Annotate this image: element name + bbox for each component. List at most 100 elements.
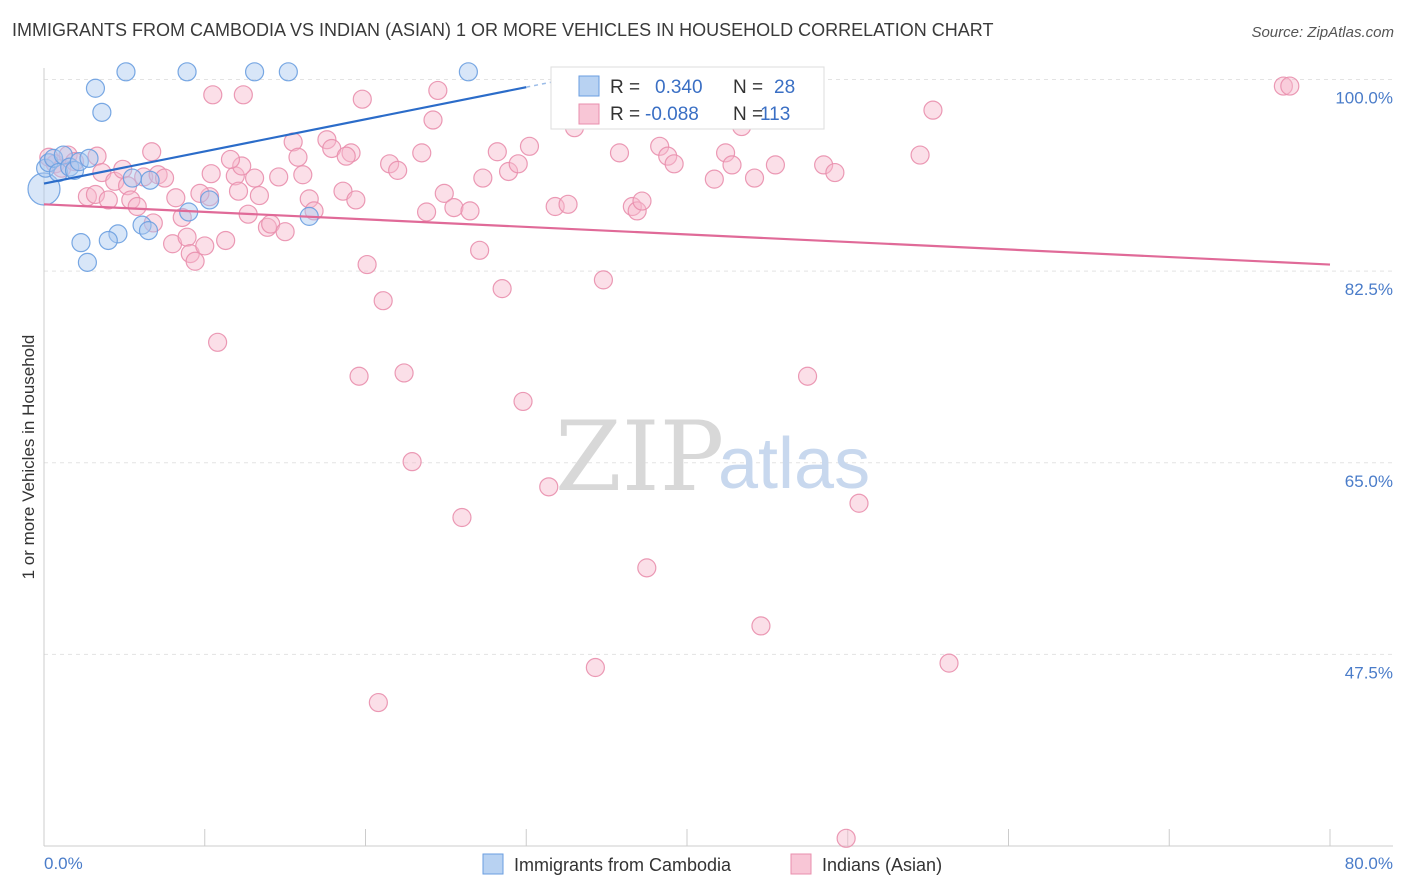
- indians-point-27: [201, 164, 221, 184]
- cambodia-trend-line: [43, 86, 527, 185]
- indians-point-32: [228, 181, 249, 201]
- indians-point-101: [910, 145, 930, 165]
- x-tick-label-max: 80.0%: [1345, 854, 1393, 873]
- cambodia-point-23: [278, 62, 298, 82]
- indians-point-68: [487, 142, 507, 162]
- indians-point-87: [664, 154, 684, 174]
- stats-n-label-blue: N =: [733, 77, 763, 98]
- cambodia-point-18: [140, 170, 160, 190]
- indians-point-24: [185, 251, 205, 271]
- cambodia-point-12: [92, 102, 112, 122]
- indians-point-80: [609, 143, 630, 163]
- indians-point-61: [423, 110, 443, 130]
- cambodia-point-22: [244, 62, 265, 82]
- indians-point-53: [368, 692, 388, 713]
- indians-point-9: [98, 190, 118, 210]
- cambodia-point-1: [36, 158, 56, 178]
- indians-point-111: [190, 183, 210, 203]
- indians-point-37: [257, 217, 278, 237]
- legend-label-cambodia: Immigrants from Cambodia: [514, 855, 732, 875]
- indians-point-28: [203, 85, 223, 105]
- legend: Immigrants from Cambodia Indians (Asian): [482, 853, 942, 875]
- indians-point-63: [444, 198, 464, 218]
- stats-r-label-pink: R =: [610, 104, 640, 125]
- cambodia-point-7: [64, 160, 85, 180]
- indians-point-22: [177, 227, 197, 247]
- indians-point-55: [380, 154, 400, 174]
- x-tick-label-min: 0.0%: [44, 854, 83, 873]
- cambodia-point-15: [122, 168, 143, 188]
- indians-point-73: [519, 136, 540, 156]
- y-axis-label: 1 or more Vehicles in Household: [19, 335, 38, 580]
- indians-point-59: [412, 143, 432, 163]
- cambodia-point-14: [116, 62, 136, 82]
- stats-n-label-pink: N =: [733, 104, 763, 125]
- indians-point-83: [632, 191, 652, 211]
- indians-point-50: [349, 366, 369, 386]
- indians-point-14: [127, 196, 147, 217]
- cambodia-point-10: [79, 148, 99, 168]
- legend-swatch-indians: [790, 853, 812, 875]
- y-tick-label-2: 65.0%: [1345, 472, 1393, 491]
- indians-point-94: [751, 616, 771, 636]
- indians-point-97: [814, 155, 834, 175]
- indians-point-109: [232, 156, 252, 176]
- indians-point-90: [715, 143, 736, 163]
- y-tick-label-1: 82.5%: [1345, 280, 1393, 299]
- legend-label-indians: Indians (Asian): [822, 855, 942, 875]
- indians-point-84: [637, 558, 657, 578]
- y-tick-label-3: 47.5%: [1345, 663, 1393, 682]
- indians-point-103: [939, 653, 959, 673]
- watermark-zip: ZIP: [555, 401, 724, 513]
- indians-point-78: [585, 657, 605, 678]
- indians-point-107: [336, 146, 356, 166]
- indians-point-20: [166, 188, 186, 208]
- indians-point-39: [275, 222, 295, 242]
- series-cambodia-points: [27, 62, 478, 272]
- indians-point-100: [849, 493, 869, 513]
- indians-point-42: [293, 165, 313, 185]
- indians-point-60: [416, 202, 437, 222]
- indians-point-33: [233, 85, 253, 105]
- indians-point-105: [1280, 76, 1300, 96]
- watermark-atlas: atlas: [718, 424, 870, 504]
- indians-trend-line: [43, 203, 1331, 266]
- cambodia-point-27: [98, 230, 118, 251]
- source-credit: Source: ZipAtlas.com: [1251, 24, 1394, 41]
- indians-point-86: [658, 146, 678, 166]
- indians-point-112: [154, 168, 175, 188]
- indians-point-56: [388, 160, 408, 180]
- indians-point-74: [539, 477, 559, 497]
- indians-point-76: [558, 194, 578, 214]
- cambodia-point-25: [458, 62, 478, 82]
- cambodia-point-13: [108, 224, 128, 244]
- indians-point-102: [923, 100, 943, 120]
- cambodia-point-19: [177, 62, 197, 82]
- stats-r-label-blue: R =: [610, 77, 640, 98]
- indians-point-95: [765, 155, 786, 175]
- indians-point-30: [216, 230, 236, 251]
- indians-point-52: [357, 254, 377, 275]
- indians-point-91: [722, 155, 742, 175]
- cambodia-point-17: [138, 221, 159, 241]
- stats-n-value-blue: 28: [774, 77, 795, 98]
- cambodia-point-9: [71, 233, 91, 253]
- cambodia-point-26: [77, 252, 98, 272]
- indians-point-82: [627, 201, 647, 221]
- indians-point-66: [470, 240, 490, 260]
- indians-point-35: [244, 168, 265, 188]
- indians-point-64: [452, 507, 472, 528]
- indians-point-110: [220, 149, 241, 170]
- indians-point-16: [142, 142, 162, 162]
- indians-point-65: [460, 201, 480, 221]
- cambodia-point-5: [53, 145, 73, 165]
- indians-point-57: [394, 363, 414, 383]
- stats-box: R = 0.340 N = 28 R = -0.088 N = 113: [550, 66, 825, 130]
- indians-point-104: [1273, 76, 1293, 96]
- indians-point-70: [498, 161, 519, 182]
- legend-swatch-cambodia: [482, 853, 504, 875]
- indians-point-36: [249, 185, 270, 206]
- indians-point-29: [208, 332, 228, 352]
- indians-point-41: [288, 147, 308, 167]
